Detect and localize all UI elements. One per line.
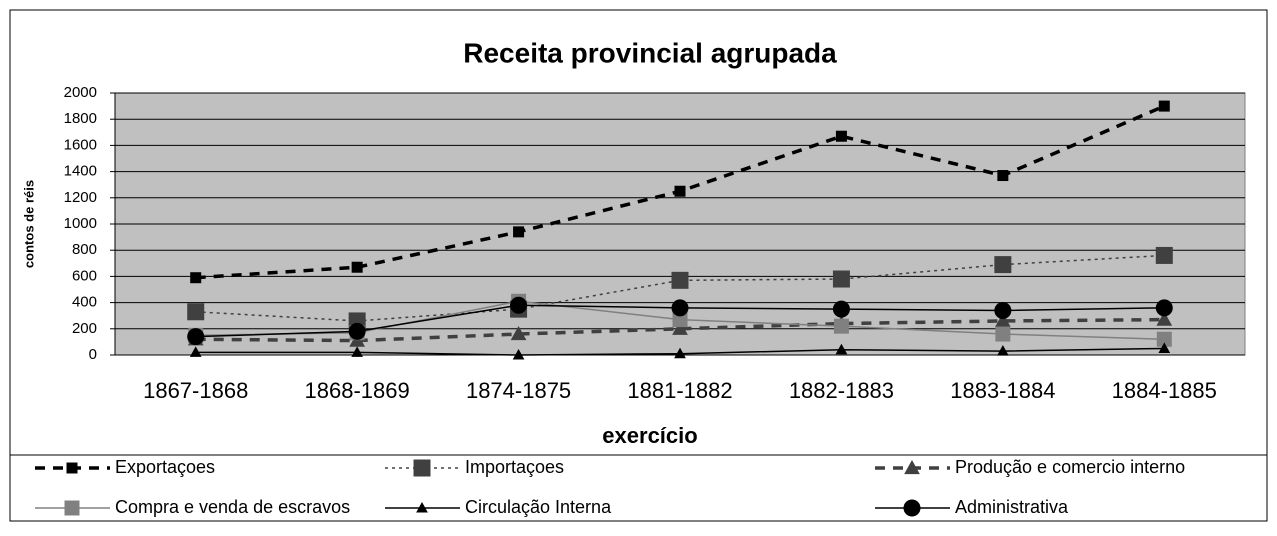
- point: [1156, 311, 1173, 326]
- x-tick-label: 1874-1875: [466, 378, 571, 403]
- x-axis-title: exercício: [602, 423, 697, 448]
- legend-marker: [904, 459, 920, 475]
- legend-label: Compra e venda de escravos: [115, 497, 350, 517]
- point: [674, 185, 686, 197]
- y-tick-label: 1600: [64, 136, 97, 153]
- point: [671, 271, 689, 289]
- point: [832, 270, 850, 288]
- y-tick-label: 800: [72, 241, 97, 258]
- point: [351, 261, 363, 273]
- y-tick-label: 1000: [64, 215, 97, 232]
- point: [997, 345, 1009, 356]
- point: [187, 328, 205, 346]
- legend-label: Produção e comercio interno: [955, 457, 1185, 477]
- x-tick-label: 1868-1869: [305, 378, 410, 403]
- point: [835, 130, 847, 142]
- y-tick-label: 400: [72, 294, 97, 311]
- y-axis-title: contos de réis: [21, 180, 36, 268]
- point: [833, 318, 849, 334]
- point: [513, 226, 525, 238]
- point: [510, 296, 528, 314]
- point: [832, 300, 850, 318]
- point: [997, 170, 1009, 182]
- point: [189, 346, 202, 357]
- legend-label: Exportaçoes: [115, 457, 215, 477]
- point: [510, 326, 527, 341]
- y-tick-label: 600: [72, 267, 97, 284]
- point: [1155, 246, 1173, 264]
- point: [348, 322, 366, 340]
- point: [1155, 299, 1173, 317]
- x-tick-label: 1881-1882: [627, 378, 732, 403]
- point: [512, 348, 525, 360]
- point: [187, 303, 205, 321]
- x-tick-label: 1882-1883: [789, 378, 894, 403]
- point: [994, 256, 1012, 274]
- x-tick-label: 1884-1885: [1112, 378, 1217, 403]
- legend-marker: [66, 462, 78, 474]
- point: [835, 343, 848, 355]
- legend-label: Importaçoes: [465, 457, 564, 477]
- y-tick-label: 1800: [64, 110, 97, 127]
- chart-title: Receita provincial agrupada: [463, 37, 837, 68]
- y-tick-label: 0: [89, 346, 97, 363]
- y-tick-label: 2000: [64, 84, 97, 101]
- point: [674, 347, 686, 359]
- point: [1158, 342, 1171, 353]
- y-tick-label: 200: [72, 320, 97, 337]
- point: [994, 301, 1012, 319]
- y-tick-label: 1200: [64, 189, 97, 206]
- point: [190, 272, 202, 284]
- point: [351, 346, 363, 357]
- point: [671, 299, 689, 317]
- legend-marker: [416, 501, 428, 513]
- x-tick-label: 1883-1884: [950, 378, 1055, 403]
- point: [995, 326, 1011, 342]
- x-tick-label: 1867-1868: [143, 378, 248, 403]
- point: [672, 320, 688, 335]
- point: [1158, 100, 1170, 112]
- legend-marker: [413, 459, 431, 477]
- legend-marker: [903, 499, 921, 517]
- legend-label: Circulação Interna: [465, 497, 612, 517]
- legend-label: Administrativa: [955, 497, 1069, 517]
- legend-marker: [64, 500, 80, 516]
- y-tick-label: 1400: [64, 163, 97, 180]
